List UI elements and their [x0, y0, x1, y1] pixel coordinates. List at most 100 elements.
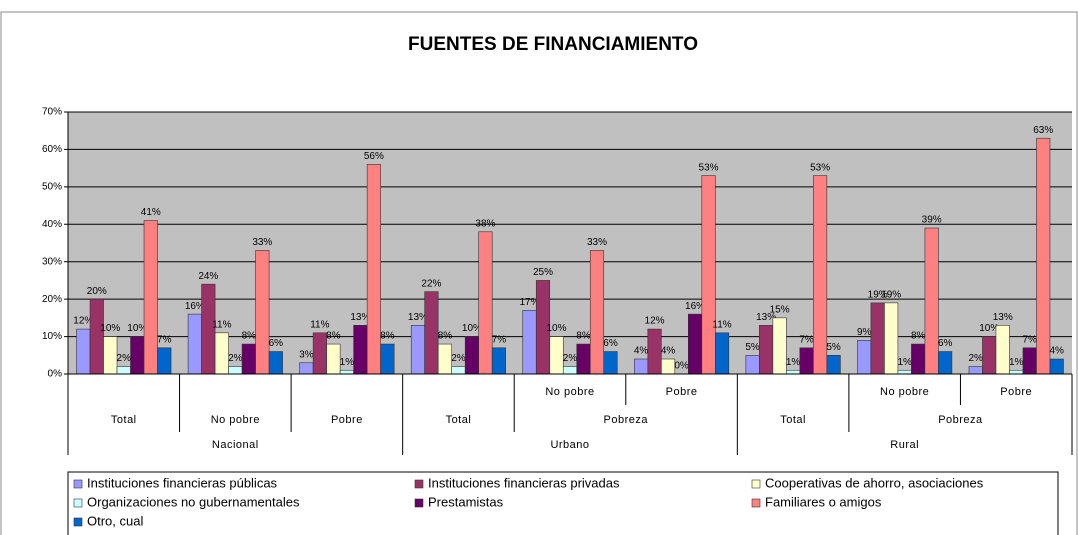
- data-label: 1%: [340, 357, 355, 368]
- x-group-label: Nacional: [212, 439, 259, 451]
- bar: [380, 343, 395, 375]
- data-label: 25%: [533, 267, 553, 278]
- data-label: 38%: [475, 218, 495, 229]
- data-label: 2%: [968, 353, 983, 364]
- data-label: 5%: [826, 342, 841, 353]
- data-label: 7%: [157, 334, 172, 345]
- bar: [366, 164, 381, 375]
- data-label: 20%: [87, 286, 107, 297]
- bar: [688, 313, 703, 375]
- data-label: 7%: [799, 334, 814, 345]
- legend-label: Instituciones financieras públicas: [87, 475, 278, 490]
- bar: [1009, 369, 1024, 375]
- legend-box: [67, 471, 1059, 535]
- bar: [857, 340, 872, 375]
- data-label: 53%: [699, 162, 719, 173]
- data-label: 4%: [661, 346, 676, 357]
- x-tick-label: Pobre: [1000, 386, 1032, 398]
- data-label: 1%: [786, 357, 801, 368]
- data-label: 15%: [770, 304, 790, 315]
- bar: [187, 313, 202, 375]
- y-tick-label: 10%: [42, 331, 62, 342]
- data-label: 19%: [881, 290, 901, 301]
- bar: [589, 250, 605, 375]
- x-subgroup-label: Pobreza: [604, 414, 649, 426]
- data-label: 7%: [1022, 334, 1037, 345]
- data-label: 2%: [451, 353, 466, 364]
- bar: [143, 220, 158, 375]
- bar: [103, 336, 118, 375]
- x-group-label: Urbano: [550, 439, 589, 451]
- data-label: 6%: [269, 338, 284, 349]
- bar: [464, 336, 479, 375]
- data-label: 41%: [141, 207, 161, 218]
- data-label: 17%: [519, 297, 539, 308]
- data-label: 22%: [421, 278, 441, 289]
- bar: [661, 358, 676, 375]
- y-tick-label: 0%: [48, 369, 63, 380]
- data-label: 5%: [745, 342, 760, 353]
- data-label: 11%: [212, 319, 231, 330]
- bar: [549, 336, 564, 375]
- plot-area: [68, 112, 1072, 374]
- legend-label: Organizaciones no gubernamentales: [87, 494, 300, 509]
- data-label: 1%: [897, 357, 912, 368]
- data-label: 39%: [922, 215, 942, 226]
- data-label: 11%: [310, 319, 329, 330]
- data-label: 13%: [408, 312, 428, 323]
- data-label: 10%: [100, 323, 120, 334]
- legend-label: Prestamistas: [428, 494, 504, 509]
- bar: [911, 343, 926, 375]
- bar: [1022, 347, 1037, 375]
- data-label: 6%: [603, 338, 618, 349]
- data-label: 33%: [587, 237, 607, 248]
- data-label: 10%: [546, 323, 566, 334]
- x-tick-label: Pobre: [331, 414, 363, 426]
- bar: [339, 369, 354, 375]
- bar: [995, 325, 1010, 375]
- data-label: 6%: [938, 338, 953, 349]
- data-label: 3%: [299, 349, 314, 360]
- data-label: 8%: [911, 331, 926, 342]
- data-label: 4%: [1049, 346, 1064, 357]
- data-label: 2%: [117, 353, 132, 364]
- legend-swatch: [751, 479, 761, 489]
- y-tick-label: 70%: [42, 107, 62, 118]
- bar: [478, 231, 493, 375]
- data-label: 16%: [185, 301, 205, 312]
- data-label: 13%: [350, 312, 370, 323]
- data-label: 8%: [438, 331, 453, 342]
- legend-swatch: [751, 498, 761, 508]
- bar: [924, 227, 939, 375]
- bar: [130, 336, 145, 375]
- y-tick-label: 50%: [42, 181, 62, 192]
- data-label: 10%: [979, 323, 999, 334]
- data-label: 53%: [810, 162, 830, 173]
- data-label: 8%: [576, 331, 591, 342]
- x-tick-label: Total: [780, 414, 806, 426]
- bar: [759, 325, 774, 375]
- x-tick-label: Total: [111, 414, 137, 426]
- y-tick-label: 40%: [42, 219, 62, 230]
- legend-label: Cooperativas de ahorro, asociaciones: [765, 475, 984, 490]
- bar: [410, 325, 425, 375]
- bar: [634, 358, 649, 375]
- bar: [813, 175, 828, 375]
- data-label: 8%: [326, 331, 341, 342]
- data-label: 0%: [674, 361, 689, 372]
- data-label: 1%: [1009, 357, 1024, 368]
- x-tick-label: No pobre: [211, 414, 260, 426]
- bar: [772, 317, 787, 375]
- legend-swatch: [414, 498, 424, 508]
- data-label: 7%: [492, 334, 507, 345]
- data-label: 2%: [228, 353, 243, 364]
- x-tick-label: Pobre: [666, 386, 698, 398]
- bar: [799, 347, 814, 375]
- x-tick-label: No pobre: [545, 386, 594, 398]
- bar: [1049, 358, 1064, 375]
- bar: [353, 325, 368, 375]
- x-group-label: Rural: [890, 439, 919, 451]
- data-label: 63%: [1033, 125, 1053, 136]
- y-tick-label: 20%: [42, 294, 62, 305]
- bar: [437, 343, 452, 375]
